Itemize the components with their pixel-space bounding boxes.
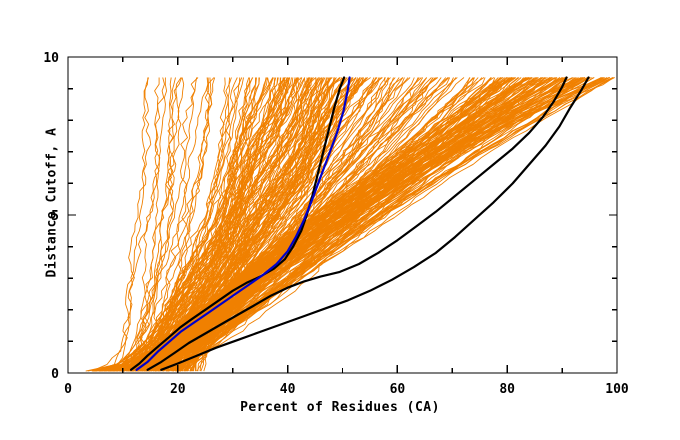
ensemble-curve <box>133 77 317 372</box>
ensemble-curve <box>100 77 209 372</box>
ensemble-curve <box>183 77 590 372</box>
ensemble-curve <box>183 77 569 372</box>
ensemble-curve <box>93 77 274 372</box>
ensemble-curve <box>94 77 168 372</box>
ensemble-curve <box>101 77 185 372</box>
ensemble-curve <box>101 77 274 372</box>
ensemble-curve <box>98 77 182 372</box>
ensemble-curve <box>91 77 152 372</box>
ensemble-curve <box>123 77 300 372</box>
reference-curves <box>130 76 590 371</box>
ensemble-curves <box>85 77 616 372</box>
ensemble-curve <box>193 77 608 372</box>
ensemble-curve <box>177 77 614 372</box>
ensemble-curve <box>125 77 299 372</box>
ensemble-curve <box>145 77 324 372</box>
x-tick-label: 40 <box>280 382 296 397</box>
ensemble-curve <box>92 77 198 372</box>
x-tick-label: 100 <box>605 382 629 397</box>
y-tick-label: 0 <box>51 367 59 382</box>
ensemble-curve <box>92 77 149 372</box>
ensemble-curve <box>113 77 282 372</box>
ensemble-curve <box>92 77 172 372</box>
x-axis-label: Percent of Residues (CA) <box>240 400 440 415</box>
x-tick-label: 0 <box>64 382 72 397</box>
x-tick-label: 80 <box>499 382 515 397</box>
x-tick-label: 60 <box>390 382 406 397</box>
ensemble-curve <box>107 77 285 372</box>
ensemble-curve <box>87 77 161 372</box>
series-reference-blue <box>135 76 351 371</box>
ensemble-curve <box>186 77 616 372</box>
ensemble-curve <box>129 77 298 372</box>
ensemble-curve <box>172 77 576 372</box>
axes: 0 20 40 60 80 100 0 5 10 <box>43 51 629 397</box>
y-axis-label: Distance Cutoff, A <box>44 127 60 278</box>
ensemble-curve <box>179 77 378 372</box>
x-tick-label: 20 <box>170 382 186 397</box>
ensemble-curve <box>98 77 165 372</box>
ensemble-curve <box>138 77 314 372</box>
y-tick-label: 10 <box>43 51 59 66</box>
y-tick-label: 5 <box>51 209 59 224</box>
series-reference-black-right <box>160 76 590 371</box>
ensemble-curve <box>144 77 330 372</box>
series-reference-black-mid <box>146 76 568 371</box>
ensemble-curve <box>131 77 496 372</box>
